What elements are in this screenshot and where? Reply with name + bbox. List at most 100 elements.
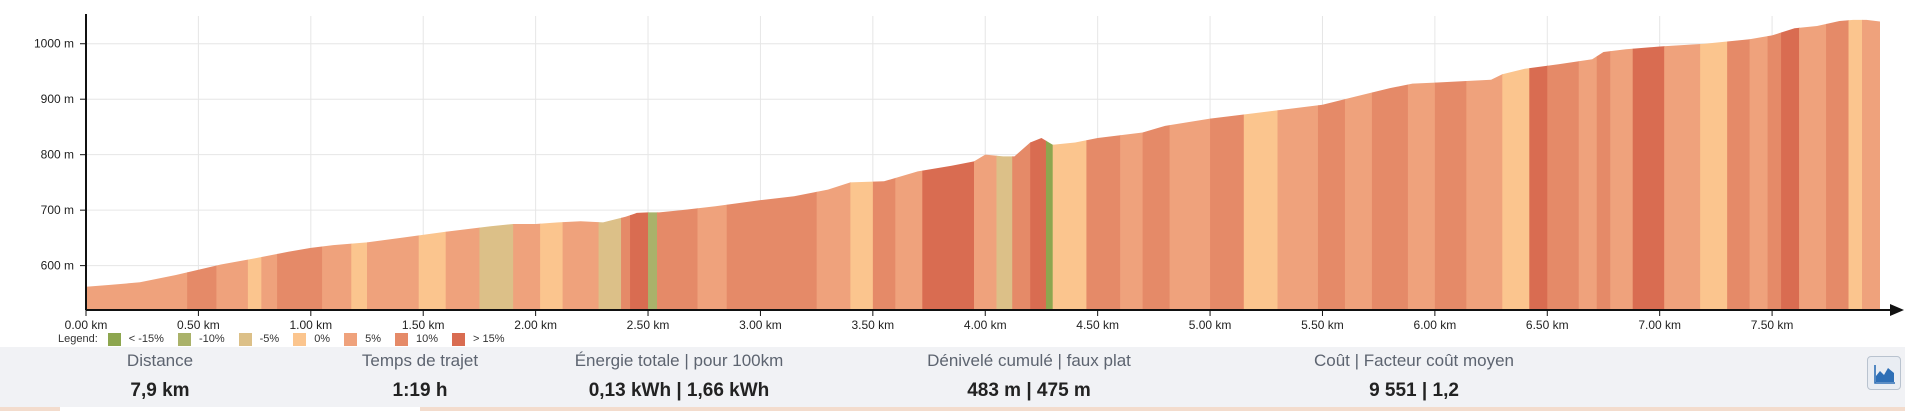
grade-band bbox=[657, 19, 699, 310]
legend-swatch bbox=[238, 332, 252, 346]
y-tick-label: 800 m bbox=[41, 148, 74, 162]
x-tick-label: 3.50 km bbox=[851, 318, 894, 330]
grade-band bbox=[1120, 19, 1144, 310]
grade-band bbox=[598, 19, 622, 310]
grade-band bbox=[1799, 19, 1827, 310]
stat-label: Temps de trajet bbox=[361, 351, 479, 370]
grade-band bbox=[895, 19, 923, 310]
legend-label: < -15% bbox=[128, 333, 164, 345]
grade-band bbox=[1052, 19, 1088, 310]
x-tick-label: 2.50 km bbox=[627, 318, 670, 330]
grade-band bbox=[1781, 19, 1800, 310]
legend-swatch bbox=[293, 332, 307, 346]
x-tick-label: 7.50 km bbox=[1751, 318, 1794, 330]
elevation-profile-chart[interactable]: 600 m 700 m 800 m 900 m 1000 m 0.00 km 0.50 km… bbox=[0, 0, 1905, 347]
grade-band bbox=[277, 19, 323, 310]
grade-band bbox=[1086, 19, 1121, 310]
legend-item: 5% bbox=[344, 332, 381, 346]
grade-band bbox=[1664, 19, 1701, 310]
x-tick-label: 1.50 km bbox=[402, 318, 445, 330]
legend-swatch bbox=[452, 332, 466, 346]
grade-band bbox=[562, 19, 600, 310]
legend-swatch bbox=[344, 332, 358, 346]
legend-item: 0% bbox=[293, 332, 331, 346]
legend-item: -10% bbox=[177, 332, 225, 346]
toggle-elevation-profile-button[interactable] bbox=[1867, 356, 1901, 390]
stat-label: Énergie totale | pour 100km bbox=[574, 351, 784, 370]
grade-band bbox=[1529, 19, 1548, 310]
grade-band bbox=[872, 19, 896, 310]
grade-band bbox=[1277, 19, 1319, 310]
legend-swatch bbox=[395, 332, 408, 346]
grade-band bbox=[1700, 19, 1728, 310]
grade-band bbox=[1466, 19, 1503, 310]
grade-band bbox=[816, 19, 851, 310]
grade-band bbox=[261, 19, 278, 310]
x-tick-label: 6.50 km bbox=[1526, 318, 1569, 330]
grade-band bbox=[513, 19, 541, 310]
legend-label: 10% bbox=[416, 333, 439, 345]
legend-swatch bbox=[107, 332, 121, 346]
legend-label: 5% bbox=[365, 333, 381, 345]
grade-band bbox=[479, 19, 514, 310]
grade-band bbox=[1045, 19, 1054, 310]
grade-band bbox=[1210, 19, 1245, 310]
stat-value: 7,9 km bbox=[130, 380, 190, 401]
legend-item: > 15% bbox=[452, 332, 505, 346]
x-tick-label: 5.50 km bbox=[1301, 318, 1344, 330]
grade-band bbox=[1632, 19, 1665, 310]
grade-band bbox=[1767, 19, 1782, 310]
x-tick-label: 0.50 km bbox=[177, 318, 220, 330]
grade-band bbox=[367, 19, 420, 310]
stat-value: 0,13 kWh | 1,66 kWh bbox=[588, 380, 770, 401]
grade-band bbox=[1848, 19, 1863, 310]
y-tick-label: 600 m bbox=[41, 259, 74, 273]
stat-value: 483 m | 475 m bbox=[967, 380, 1091, 401]
legend-label: 0% bbox=[314, 333, 331, 345]
grade-band bbox=[1012, 19, 1031, 310]
x-tick-label: 7.00 km bbox=[1638, 318, 1681, 330]
x-tick-label: 2.00 km bbox=[514, 318, 557, 330]
grade-band bbox=[850, 19, 874, 310]
grade-band bbox=[1030, 19, 1047, 310]
x-tick-label: 1.00 km bbox=[289, 318, 332, 330]
bottom-panel-tab bbox=[60, 407, 420, 411]
x-tick-label: 0.00 km bbox=[65, 318, 108, 330]
x-tick-label: 4.50 km bbox=[1076, 318, 1119, 330]
grade-band bbox=[1434, 19, 1467, 310]
x-tick-label: 3.00 km bbox=[739, 318, 782, 330]
elevation-chart-svg[interactable]: 600 m 700 m 800 m 900 m 1000 m 0.00 km 0.50 km… bbox=[0, 0, 1905, 330]
grade-band bbox=[1547, 19, 1580, 310]
stat-label: Dénivelé cumulé | faux plat bbox=[927, 351, 1131, 370]
grade-band bbox=[1502, 19, 1530, 310]
chart-legend: Legend: < -15% -10% -5% 0% 5% 10% > 15% bbox=[58, 331, 519, 347]
grade-band bbox=[1371, 19, 1409, 310]
grade-band bbox=[648, 19, 658, 310]
grade-band bbox=[1142, 19, 1171, 310]
grade-band bbox=[247, 19, 262, 310]
grade-band bbox=[322, 19, 352, 310]
legend-title: Legend: bbox=[58, 333, 98, 345]
legend-label: > 15% bbox=[473, 333, 505, 345]
grade-band bbox=[1344, 19, 1373, 310]
x-tick-label: 4.00 km bbox=[964, 318, 1007, 330]
grade-band bbox=[1407, 19, 1436, 310]
grade-band bbox=[1578, 19, 1598, 310]
grade-band bbox=[1862, 19, 1880, 310]
legend-item: < -15% bbox=[107, 332, 164, 346]
grade-band bbox=[697, 19, 728, 310]
grade-band bbox=[445, 19, 481, 310]
grade-band bbox=[1596, 19, 1611, 310]
route-summary-bar: Distance 7,9 km Temps de trajet 1:19 h É… bbox=[0, 347, 1905, 407]
grade-band bbox=[351, 19, 368, 310]
grade-band bbox=[1727, 19, 1751, 310]
stat-label: Distance bbox=[126, 351, 194, 370]
grade-band bbox=[1243, 19, 1279, 310]
bottom-panel-edge bbox=[0, 407, 1905, 411]
legend-item: 10% bbox=[395, 332, 439, 346]
legend-item: -5% bbox=[238, 332, 279, 346]
grade-band bbox=[922, 19, 975, 310]
stat-value: 1:19 h bbox=[392, 380, 448, 401]
position-marker-icon bbox=[1890, 304, 1904, 316]
grade-band bbox=[540, 19, 564, 310]
